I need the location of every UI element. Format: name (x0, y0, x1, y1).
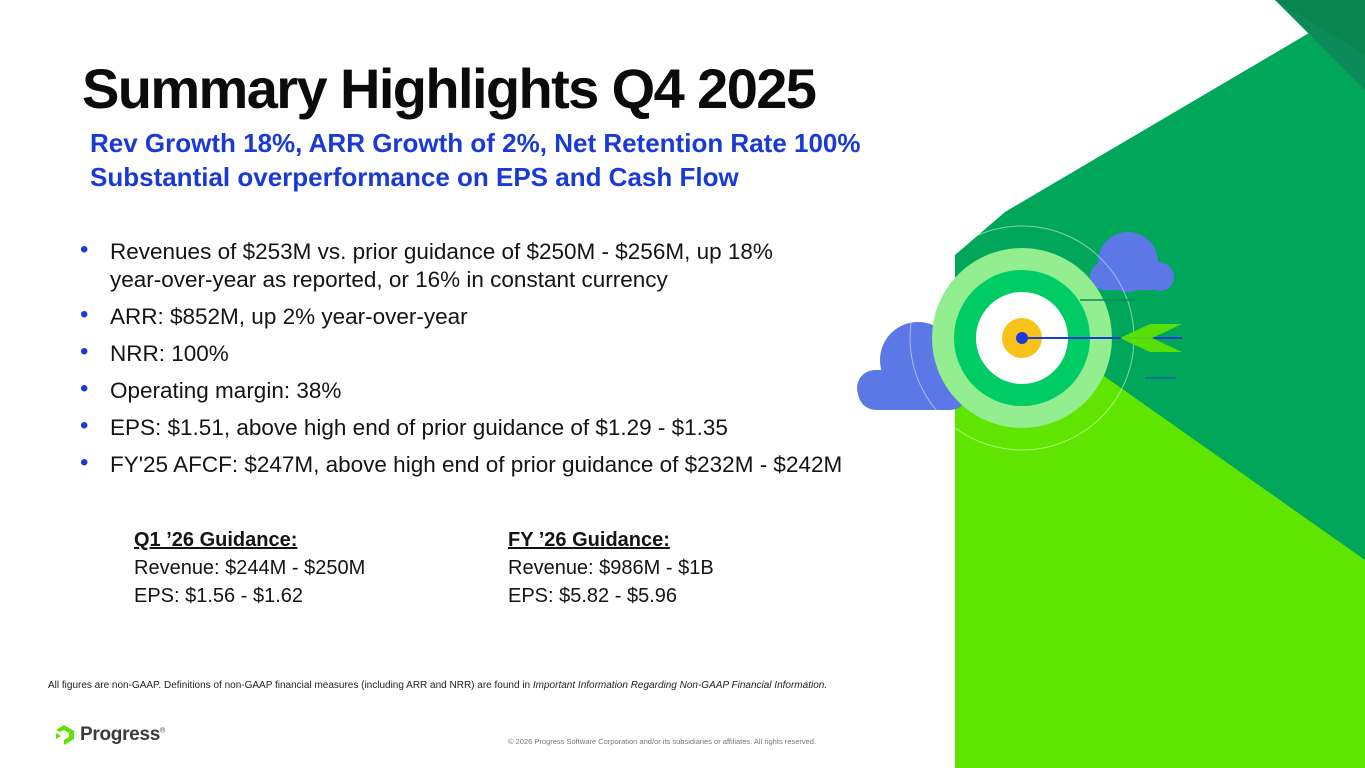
arrow-icon (1016, 299, 1182, 379)
footnote-link-text: Important Information Regarding Non-GAAP… (532, 680, 828, 691)
bullet-dot-icon: • (80, 236, 89, 263)
green-panel (955, 0, 1365, 768)
footnote-text: All figures are non-GAAP. Definitions of… (48, 680, 533, 691)
fy-guidance: FY ’26 Guidance: Revenue: $986M - $1B EP… (508, 526, 714, 610)
bullet-text: Operating margin: 38% (110, 378, 342, 403)
bullet-nrr: • NRR: 100% (80, 338, 960, 368)
bullet-text: ARR: $852M, up 2% year-over-year (110, 304, 468, 329)
bullet-text: NRR: 100% (110, 341, 229, 366)
bullet-dot-icon: • (80, 449, 89, 476)
logo-registered-mark: ® (159, 727, 165, 735)
bullet-revenue: • Revenues of $253M vs. prior guidance of… (80, 236, 960, 294)
bullet-dot-icon: • (80, 301, 89, 328)
bullet-dot-icon: • (80, 338, 89, 365)
bullet-text: Revenues of $253M vs. prior guidance of … (110, 239, 773, 292)
subtitle-line-2: Substantial overperformance on EPS and C… (90, 162, 739, 192)
footnote: All figures are non-GAAP. Definitions of… (48, 680, 827, 691)
bullet-text: EPS: $1.51, above high end of prior guid… (110, 415, 728, 440)
bullet-text: FY'25 AFCF: $247M, above high end of pri… (110, 452, 843, 477)
bullet-afcf: • FY'25 AFCF: $247M, above high end of pr… (80, 449, 960, 479)
bullet-eps: • EPS: $1.51, above high end of prior gui… (80, 412, 960, 442)
subtitle-line-1: Rev Growth 18%, ARR Growth of 2%, Net Re… (90, 128, 861, 158)
guidance-heading: Q1 ’26 Guidance: (134, 529, 298, 551)
copyright: © 2026 Progress Software Corporation and… (508, 737, 817, 746)
progress-logo-icon (56, 725, 74, 745)
guidance-heading: FY ’26 Guidance: (508, 529, 670, 551)
guidance-revenue: Revenue: $244M - $250M (134, 557, 366, 579)
logo-wordmark: Progress® (80, 724, 165, 746)
logo-name: Progress (80, 724, 160, 745)
guidance-eps: EPS: $1.56 - $1.62 (134, 585, 304, 607)
highlights-list: • Revenues of $253M vs. prior guidance of… (80, 236, 960, 488)
page-title: Summary Highlights Q4 2025 (82, 57, 817, 120)
guidance-revenue: Revenue: $986M - $1B (508, 557, 714, 579)
guidance-eps: EPS: $5.82 - $5.96 (508, 585, 678, 607)
bullet-dot-icon: • (80, 412, 89, 439)
progress-logo: Progress® (56, 724, 165, 746)
bullet-operating-margin: • Operating margin: 38% (80, 375, 960, 405)
bullet-dot-icon: • (80, 375, 89, 402)
bullet-arr: • ARR: $852M, up 2% year-over-year (80, 301, 960, 331)
q1-guidance: Q1 ’26 Guidance: Revenue: $244M - $250M … (134, 526, 365, 610)
